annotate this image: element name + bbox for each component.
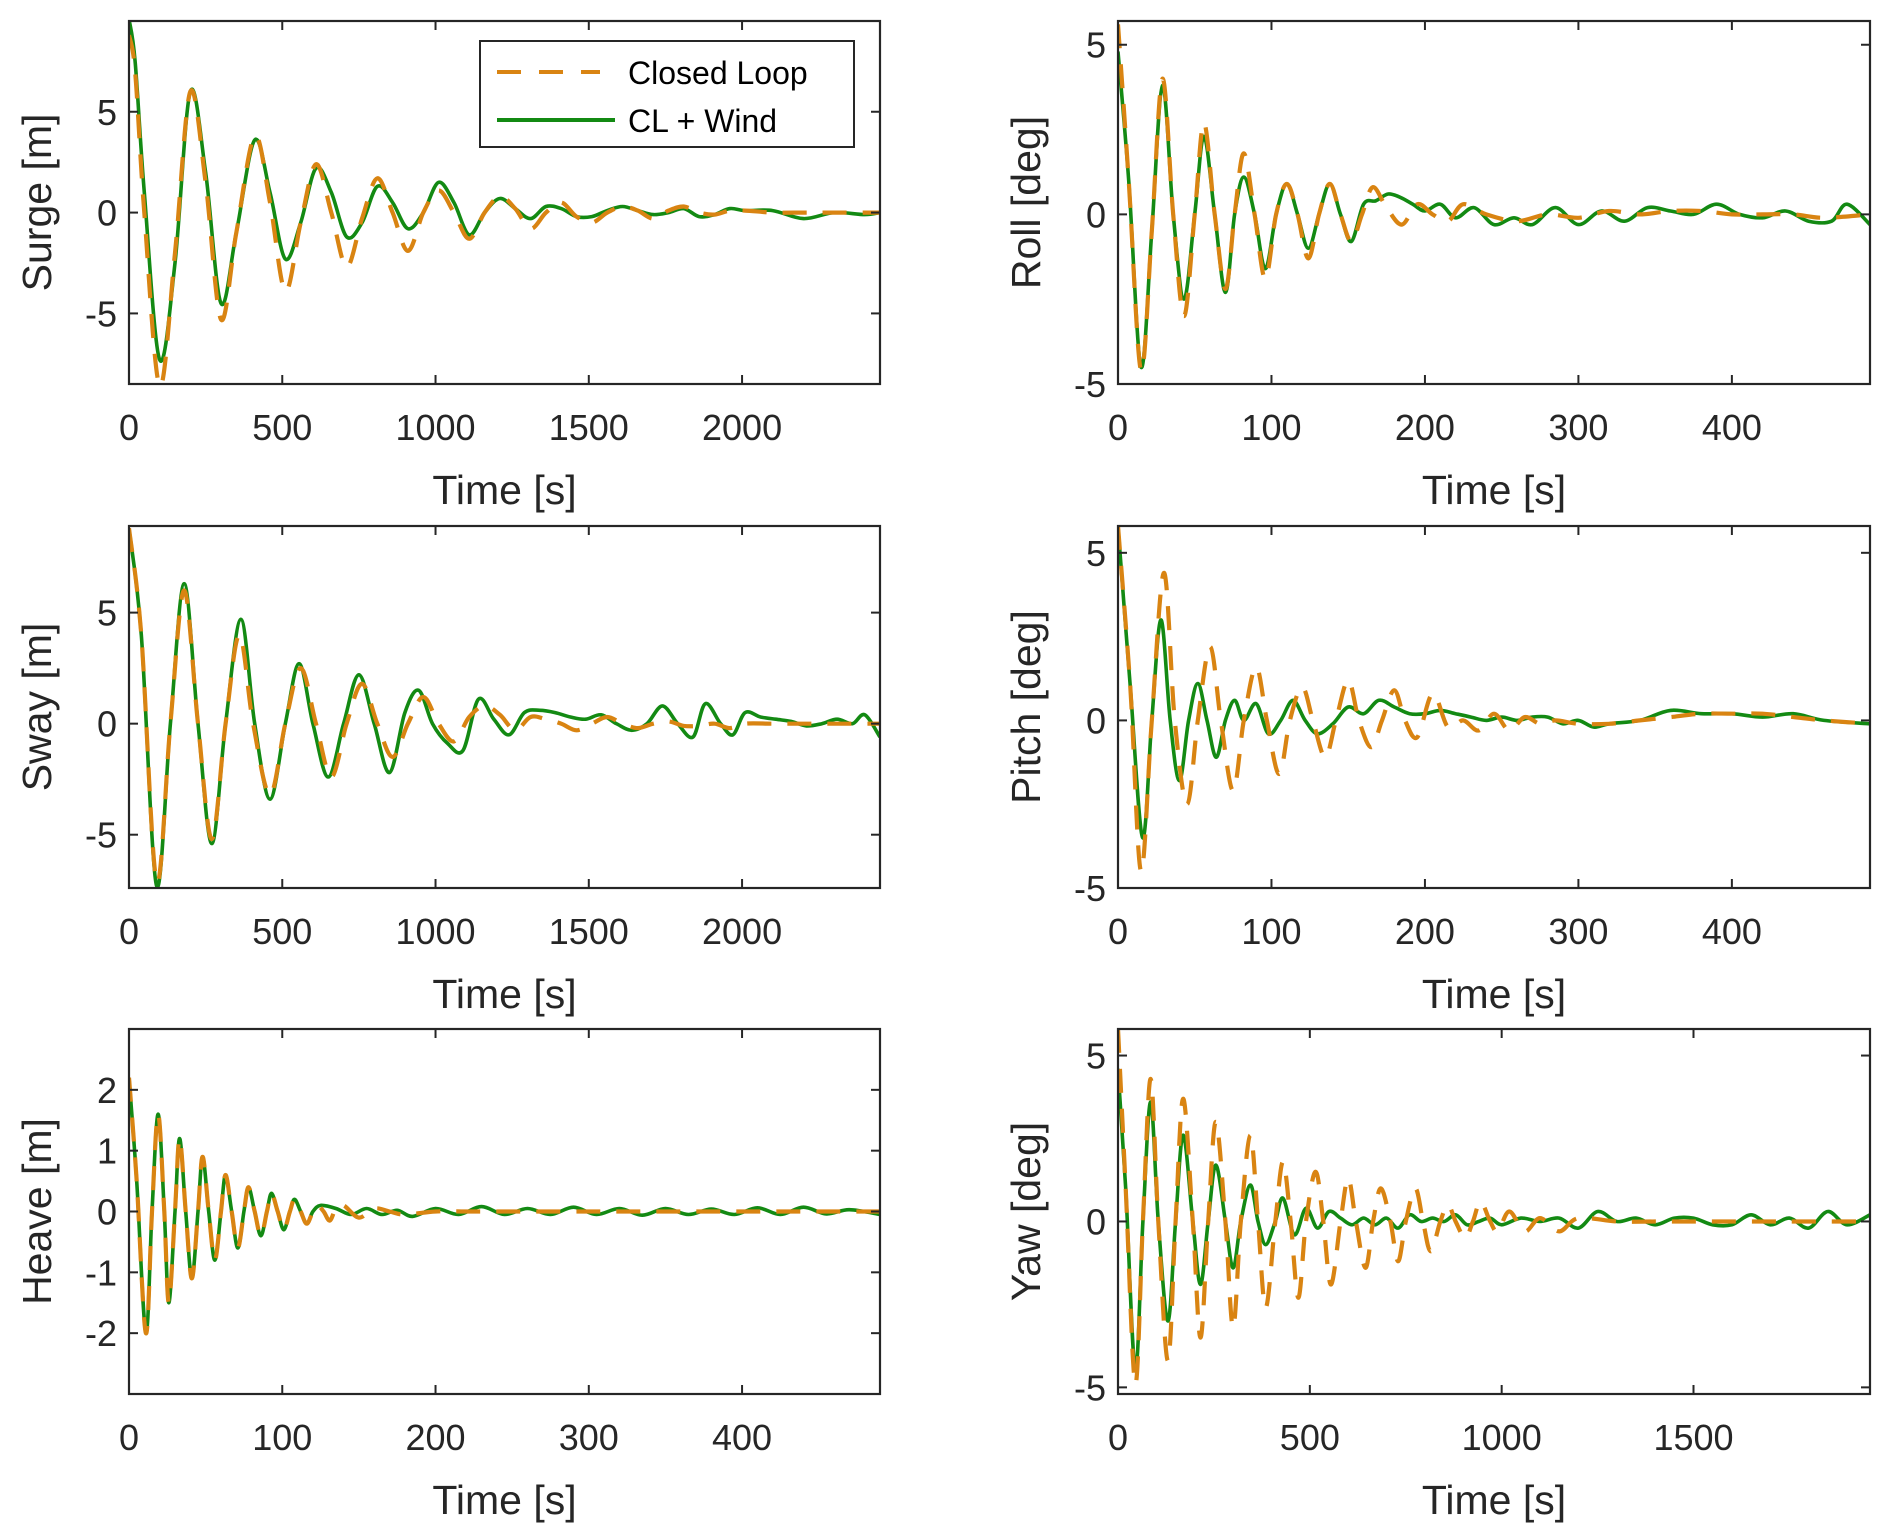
yaw-x-axis-label: Time [s] <box>1422 1477 1566 1523</box>
x-tick-label: 1500 <box>549 911 629 952</box>
pitch-series-closed-loop <box>1118 526 1870 874</box>
y-tick-label: 0 <box>97 704 117 745</box>
roll-series-closed-loop <box>1118 24 1870 373</box>
yaw-y-axis-label: Yaw [deg] <box>1003 1122 1049 1301</box>
x-tick-label: 300 <box>1548 911 1608 952</box>
roll-x-axis-label: Time [s] <box>1422 467 1566 513</box>
yaw-series-group <box>1118 1029 1870 1387</box>
x-tick-label: 400 <box>712 1417 772 1458</box>
surge-panel: 0 500 1000 1500 2000 -5 0 5 Time [s] Surge [m] <box>14 19 882 513</box>
x-tick-label: 500 <box>252 911 312 952</box>
x-tick-label: 1000 <box>1462 1417 1542 1458</box>
legend-box <box>479 40 855 148</box>
y-tick-label: -5 <box>1074 868 1106 909</box>
heave-series-cl-wind <box>129 1077 880 1336</box>
x-tick-label: 1000 <box>395 911 475 952</box>
x-tick-label: 200 <box>405 1417 465 1458</box>
y-tick-label: -1 <box>85 1252 117 1293</box>
y-tick-label: 0 <box>97 193 117 234</box>
y-tick-label: -5 <box>1074 1367 1106 1408</box>
sway-panel: 0 500 1000 1500 2000 -5 0 5 Time [s] Sway [m] <box>14 524 882 1017</box>
x-tick-label: 100 <box>252 1417 312 1458</box>
y-tick-label: 5 <box>1086 1036 1106 1077</box>
pitch-x-axis-label: Time [s] <box>1422 971 1566 1017</box>
legend-label-closed-loop: Closed Loop <box>628 55 808 91</box>
heave-panel: 0 100 200 300 400 -2 -1 0 1 2 Time [s] Heave [m] <box>14 1027 882 1523</box>
roll-series-cl-wind <box>1118 51 1870 369</box>
x-tick-label: 2000 <box>702 911 782 952</box>
x-tick-label: 100 <box>1241 407 1301 448</box>
x-tick-label: 200 <box>1395 407 1455 448</box>
x-tick-label: 500 <box>252 407 312 448</box>
x-tick-label: 0 <box>119 1417 139 1458</box>
pitch-axes-frame <box>1116 524 1872 890</box>
x-tick-label: 200 <box>1395 911 1455 952</box>
y-tick-label: 0 <box>1086 700 1106 741</box>
sway-y-axis-label: Sway [m] <box>14 623 60 792</box>
y-tick-label: -5 <box>85 815 117 856</box>
yaw-series-closed-loop <box>1118 1029 1870 1387</box>
sway-series-cl-wind <box>129 527 880 888</box>
sway-axes-frame <box>127 524 882 890</box>
y-tick-label: -5 <box>85 293 117 334</box>
roll-y-axis-label: Roll [deg] <box>1003 116 1049 289</box>
x-tick-label: 0 <box>1108 1417 1128 1458</box>
surge-series-group <box>129 21 880 384</box>
pitch-y-axis-label: Pitch [deg] <box>1003 610 1049 804</box>
x-tick-label: 1500 <box>549 407 629 448</box>
roll-series-group <box>1118 24 1870 373</box>
x-tick-label: 0 <box>119 911 139 952</box>
surge-x-axis-label: Time [s] <box>432 467 576 513</box>
y-tick-label: -5 <box>1074 364 1106 405</box>
x-tick-label: 2000 <box>702 407 782 448</box>
x-tick-label: 400 <box>1702 911 1762 952</box>
surge-axes-frame <box>127 19 882 386</box>
yaw-axes-frame <box>1116 1027 1872 1396</box>
heave-x-axis-label: Time [s] <box>432 1477 576 1523</box>
y-tick-label: 5 <box>1086 533 1106 574</box>
legend: Closed Loop CL + Wind <box>479 40 855 148</box>
x-tick-label: 300 <box>1548 407 1608 448</box>
x-tick-label: 500 <box>1280 1417 1340 1458</box>
x-tick-label: 1500 <box>1653 1417 1733 1458</box>
surge-series-closed-loop <box>129 34 880 384</box>
x-tick-label: 1000 <box>395 407 475 448</box>
legend-label-cl-wind: CL + Wind <box>628 103 777 139</box>
y-tick-label: 0 <box>1086 1201 1106 1242</box>
sway-series-group <box>129 527 880 888</box>
y-tick-label: 1 <box>97 1131 117 1172</box>
roll-axes-frame <box>1116 19 1872 386</box>
heave-series-closed-loop <box>129 1077 880 1336</box>
y-tick-label: 0 <box>97 1192 117 1233</box>
sway-x-axis-label: Time [s] <box>432 971 576 1017</box>
pitch-series-group <box>1118 526 1870 874</box>
surge-y-axis-label: Surge [m] <box>14 114 60 292</box>
y-tick-label: 0 <box>1086 194 1106 235</box>
y-tick-label: 2 <box>97 1070 117 1111</box>
sway-series-closed-loop <box>129 527 880 885</box>
y-tick-label: 5 <box>1086 25 1106 66</box>
heave-series-group <box>129 1077 880 1336</box>
x-tick-label: 300 <box>559 1417 619 1458</box>
x-tick-label: 0 <box>1108 911 1128 952</box>
pitch-series-cl-wind <box>1118 526 1870 840</box>
y-tick-label: 5 <box>97 92 117 133</box>
y-tick-label: -2 <box>85 1313 117 1354</box>
heave-y-axis-label: Heave [m] <box>14 1118 60 1305</box>
x-tick-label: 0 <box>119 407 139 448</box>
x-tick-label: 100 <box>1241 911 1301 952</box>
y-tick-label: 5 <box>97 593 117 634</box>
x-tick-label: 0 <box>1108 407 1128 448</box>
x-tick-label: 400 <box>1702 407 1762 448</box>
